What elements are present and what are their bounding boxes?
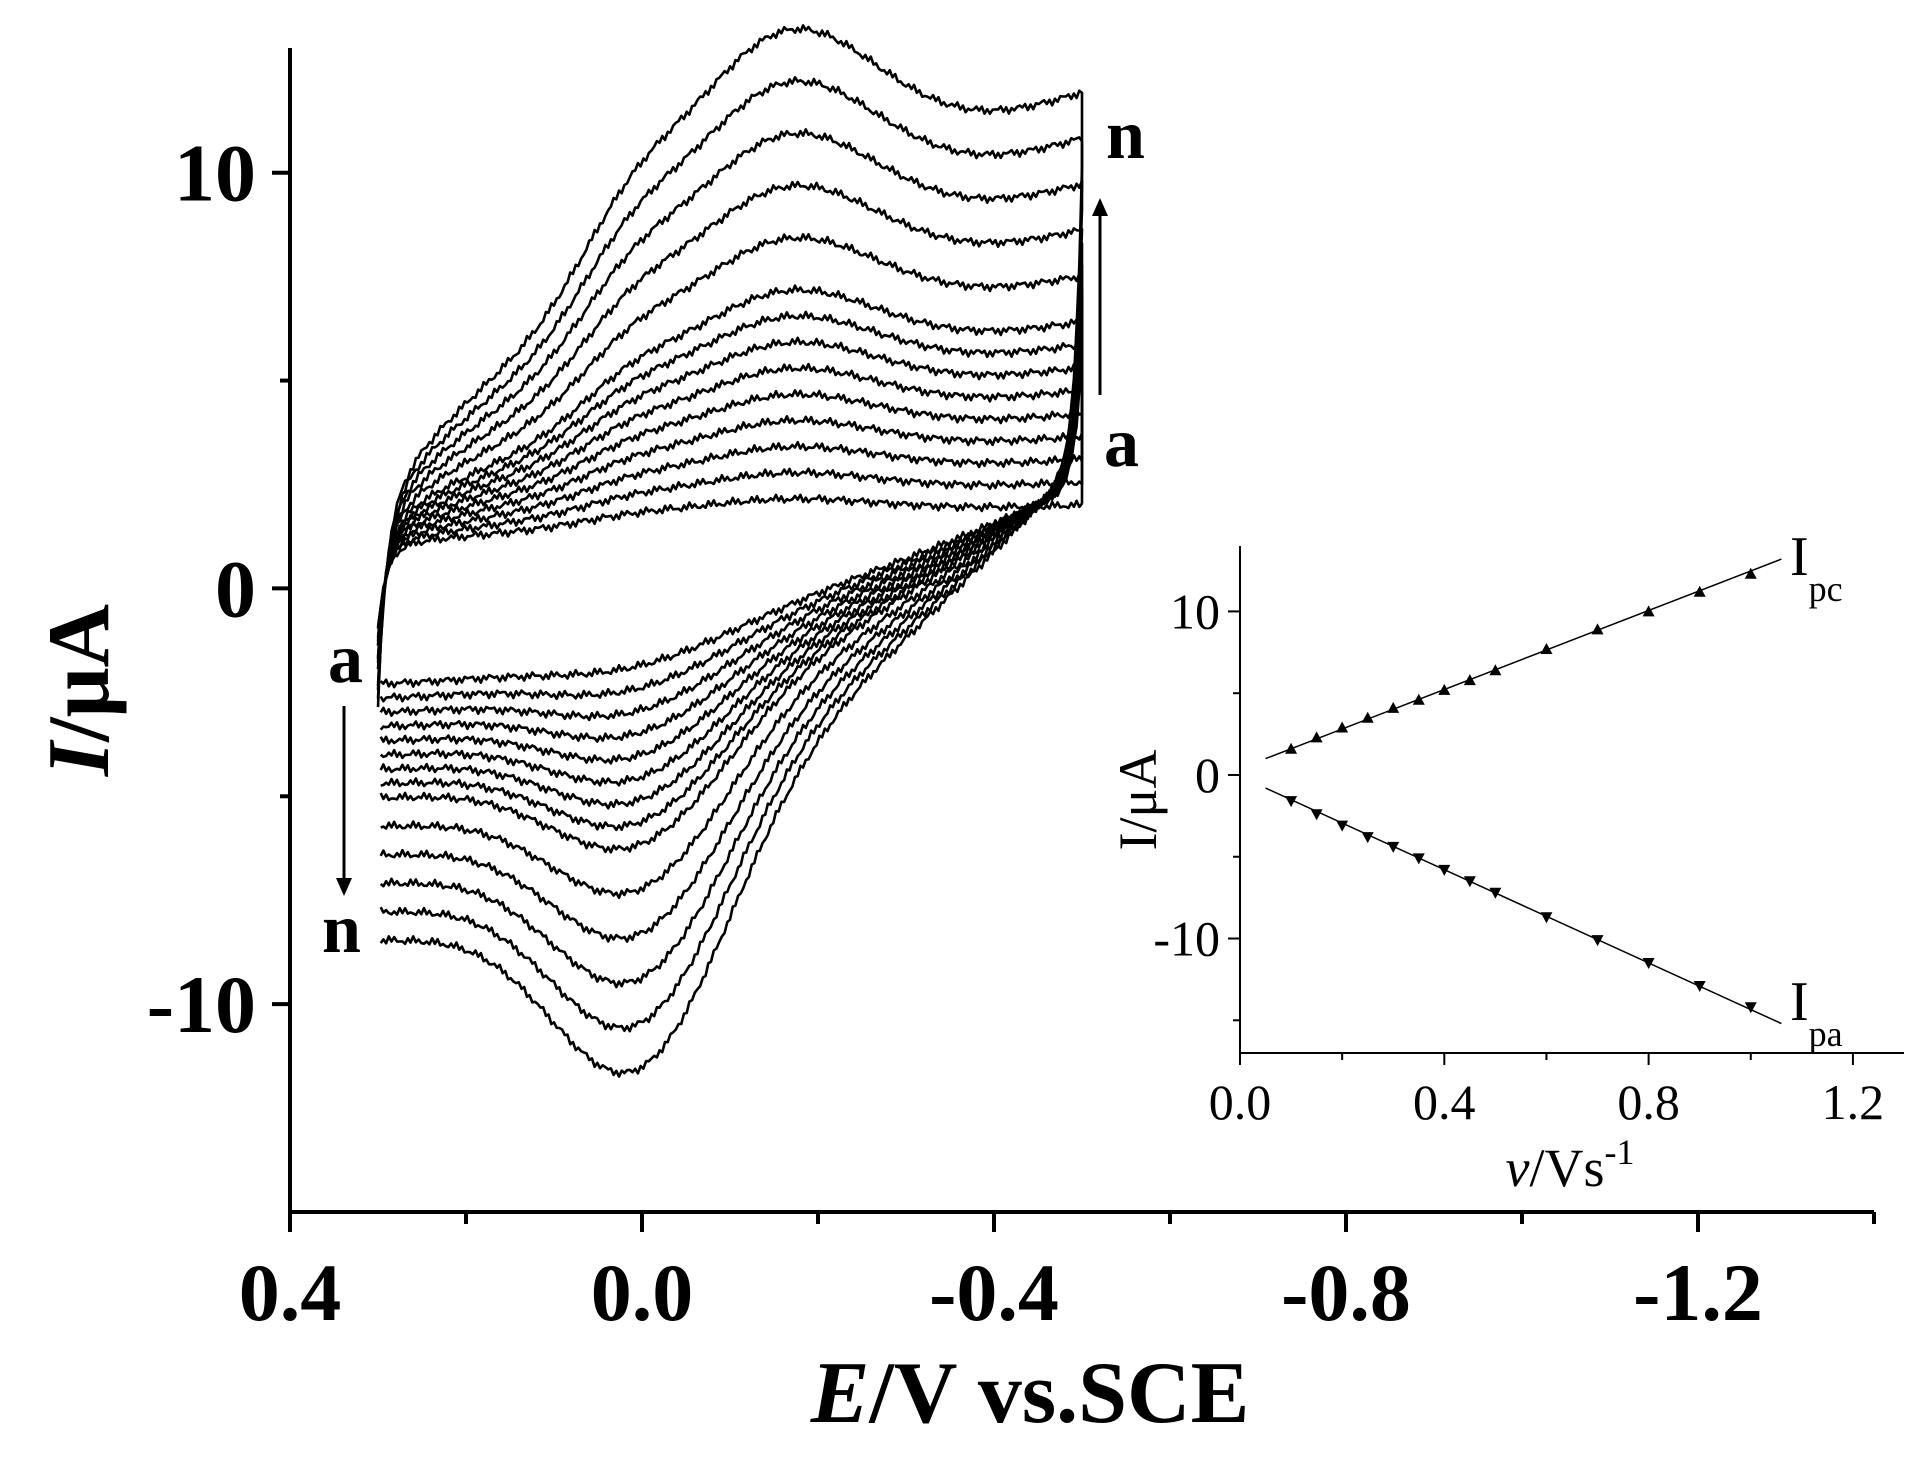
inset-series-label-main: I xyxy=(1790,526,1809,588)
inset-point-ipc xyxy=(1693,585,1706,597)
y-axis-title-symbol: I xyxy=(31,739,128,777)
inset-point-ipc xyxy=(1591,623,1604,635)
inset-point-ipc xyxy=(1387,701,1400,713)
cv-curve xyxy=(376,24,1084,1078)
inset-point-ipc xyxy=(1412,693,1425,705)
inset-point-ipa xyxy=(1285,796,1298,808)
inset-point-ipa xyxy=(1412,853,1425,865)
inset-point-ipa xyxy=(1463,876,1476,888)
cv-curve xyxy=(376,305,1084,765)
inset-x-tick-label: 1.2 xyxy=(1822,1074,1885,1130)
label-a-anodic: a xyxy=(328,621,363,698)
inset-x-tick-label: 0.4 xyxy=(1413,1074,1476,1130)
inset-point-ipc xyxy=(1463,674,1476,686)
inset-point-ipc xyxy=(1336,721,1349,733)
inset-point-ipc xyxy=(1642,605,1655,617)
inset-point-ipa xyxy=(1591,935,1604,947)
inset-point-ipc xyxy=(1744,567,1757,579)
inset-x-tick-label: 0.8 xyxy=(1617,1074,1680,1130)
inset-point-ipc xyxy=(1285,742,1298,754)
y-axis-title: I/μA xyxy=(31,604,128,777)
inset-series-label-ipa: Ipa xyxy=(1790,971,1843,1054)
x-tick-label: -0.8 xyxy=(1281,1247,1411,1338)
inset-y-tick-label: 0 xyxy=(1195,747,1220,803)
inset-fit-line-ipc xyxy=(1265,558,1782,760)
cathodic-arrow-head xyxy=(1092,198,1108,216)
inset-point-ipc xyxy=(1361,711,1374,723)
x-tick-label: 0.0 xyxy=(591,1247,694,1338)
inset-point-ipa xyxy=(1387,841,1400,853)
inset-point-ipc xyxy=(1438,683,1451,695)
inset-fit-line-ipa xyxy=(1265,787,1782,1025)
cv-curve xyxy=(376,76,1084,1033)
inset-point-ipa xyxy=(1438,864,1451,876)
inset-x-tick-label: 0.0 xyxy=(1209,1074,1272,1130)
inset-point-ipa xyxy=(1642,958,1655,970)
cv-curve xyxy=(376,290,1084,787)
y-tick-label: -10 xyxy=(147,959,256,1050)
inset-series-label-sub: pa xyxy=(1809,1014,1843,1054)
inset-series-label-sub: pc xyxy=(1809,569,1843,609)
cv-curve xyxy=(376,315,1084,743)
inset-x-axis-title-unit: /Vs xyxy=(1529,1138,1604,1198)
inset-point-ipa xyxy=(1744,1002,1757,1014)
cv-curve xyxy=(376,323,1084,722)
y-tick-label: 0 xyxy=(215,543,256,634)
inset-point-ipa xyxy=(1361,832,1374,844)
inset-x-axis-title: v/Vs-1 xyxy=(1506,1132,1635,1198)
inset-point-ipa xyxy=(1489,887,1502,899)
inset-point-ipa xyxy=(1310,809,1323,821)
x-tick-label: -1.2 xyxy=(1633,1247,1763,1338)
inset-series-label-ipc: Ipc xyxy=(1790,526,1843,609)
cv-curve xyxy=(376,329,1084,703)
inset-y-tick-label: 10 xyxy=(1170,583,1220,639)
cv-curve xyxy=(376,286,1084,810)
inset-point-ipc xyxy=(1310,731,1323,743)
inset-point-ipa xyxy=(1336,820,1349,832)
inset-point-ipc xyxy=(1489,664,1502,676)
inset-y-axis-title: I/μA xyxy=(1108,750,1168,851)
cv-curve xyxy=(376,233,1084,900)
label-a-cathodic: a xyxy=(1104,405,1139,482)
inset-y-tick-label: -10 xyxy=(1153,911,1220,967)
inset-point-ipa xyxy=(1540,912,1553,924)
y-tick-label: 10 xyxy=(174,128,256,219)
x-axis-title-unit: /V vs.SCE xyxy=(868,1345,1249,1442)
inset-x-axis-title-exponent: -1 xyxy=(1604,1132,1634,1172)
label-n-anodic: n xyxy=(322,891,361,968)
cv-curve xyxy=(376,264,1084,854)
y-axis-title-unit: /μA xyxy=(31,604,128,743)
cv-curve xyxy=(376,276,1084,832)
x-axis-title-symbol: E xyxy=(810,1345,870,1442)
cv-curve xyxy=(376,128,1084,989)
inset-x-axis-title-symbol: v xyxy=(1506,1138,1530,1198)
x-tick-label: 0.4 xyxy=(239,1247,342,1338)
anodic-arrow-head xyxy=(336,878,352,896)
x-axis-title: E/V vs.SCE xyxy=(810,1345,1250,1442)
inset-point-ipc xyxy=(1540,643,1553,655)
label-n-cathodic: n xyxy=(1106,97,1145,174)
x-tick-label: -0.4 xyxy=(929,1247,1059,1338)
cv-curve xyxy=(376,346,1084,689)
inset-point-ipa xyxy=(1693,980,1706,992)
inset-series-label-main: I xyxy=(1790,971,1809,1033)
